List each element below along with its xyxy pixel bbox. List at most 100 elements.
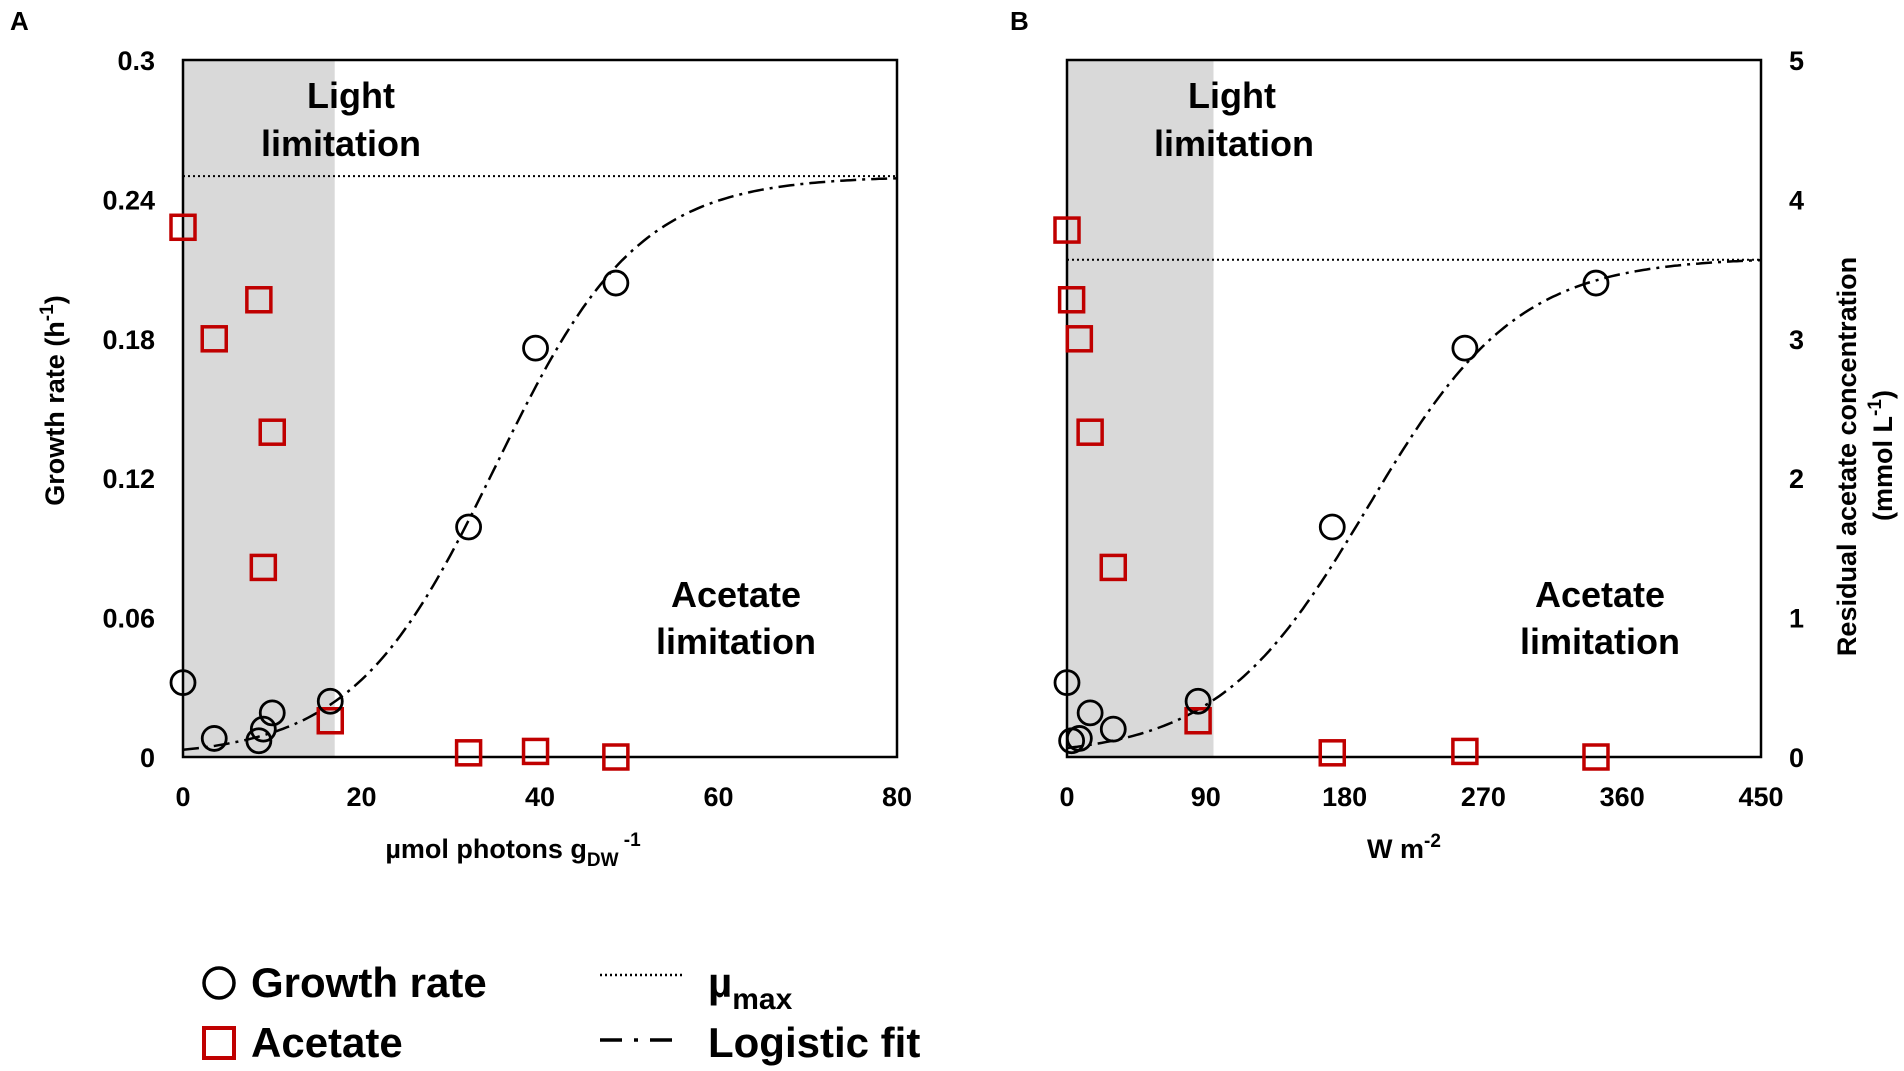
growth-rate-marker xyxy=(455,513,483,541)
y-right-tick-label: 1 xyxy=(1789,604,1804,634)
acetate-marker xyxy=(200,325,228,353)
y-tick-label: 0.18 xyxy=(102,325,155,355)
x-axis-label-sup: -2 xyxy=(1424,831,1441,852)
region-label-light: limitation xyxy=(261,123,421,164)
legend-growth-rate-marker xyxy=(202,966,236,1000)
panel-letter: B xyxy=(1010,6,1029,36)
y-right-axis-label-end: ) xyxy=(1868,390,1898,399)
x-tick-label: 270 xyxy=(1461,782,1506,812)
growth-rate-marker xyxy=(245,727,273,755)
growth-rate-marker xyxy=(316,687,344,715)
y-tick-label: 0.06 xyxy=(102,604,155,634)
y-axis-label-sup: -1 xyxy=(37,304,58,321)
acetate-marker xyxy=(245,286,273,314)
y-right-axis-label-sup: -1 xyxy=(1865,399,1886,416)
growth-rate-marker xyxy=(1184,687,1212,715)
y-right-tick-label: 4 xyxy=(1789,185,1804,215)
acetate-marker xyxy=(1057,286,1086,314)
region-label-acetate: limitation xyxy=(1520,621,1680,662)
light-limitation-shade xyxy=(183,60,335,757)
legend-mu-max-sub: max xyxy=(732,983,792,1016)
x-tick-label: 180 xyxy=(1322,782,1367,812)
region-label-light: Light xyxy=(1188,75,1276,116)
x-tick-label: 80 xyxy=(882,782,912,812)
region-label-acetate: Acetate xyxy=(1535,574,1665,615)
x-axis-label-sup: -1 xyxy=(619,830,642,851)
logistic-fit-curve xyxy=(1066,258,1762,750)
x-tick-label: 40 xyxy=(525,782,555,812)
x-tick-label: 90 xyxy=(1191,782,1221,812)
y-right-tick-label: 3 xyxy=(1789,325,1804,355)
y-tick-label: 0.12 xyxy=(102,464,155,494)
x-tick-label: 0 xyxy=(1059,782,1074,812)
x-tick-label: 0 xyxy=(175,782,190,812)
acetate-marker xyxy=(1053,216,1081,244)
y-right-axis-label-text: (mmol L xyxy=(1868,416,1898,521)
acetate-marker xyxy=(1099,553,1128,582)
legend-growth-rate-label: Growth rate xyxy=(251,959,487,1006)
x-tick-label: 20 xyxy=(346,782,376,812)
legend-mu-max-label: µmax xyxy=(708,959,793,1016)
panel-letter: A xyxy=(10,6,29,36)
x-axis-label: µmol photons gDW -1 xyxy=(385,830,641,871)
x-axis-label: W m-2 xyxy=(1367,831,1441,864)
y-tick-label: 0.3 xyxy=(117,46,155,76)
acetate-marker xyxy=(1318,739,1347,767)
growth-rate-marker xyxy=(258,699,286,727)
legend-acetate-marker xyxy=(202,1026,236,1060)
x-axis-label-text: µmol photons g xyxy=(385,834,587,864)
y-right-tick-label: 5 xyxy=(1789,46,1804,76)
region-label-acetate: limitation xyxy=(656,621,816,662)
y-tick-label: 0 xyxy=(140,743,155,773)
x-tick-label: 60 xyxy=(703,782,733,812)
y-right-tick-label: 2 xyxy=(1789,464,1804,494)
growth-rate-marker xyxy=(522,334,549,362)
plot-frame xyxy=(1065,58,1763,759)
y-right-axis-label: (mmol L-1) xyxy=(1865,390,1898,521)
x-axis-label-text: W m xyxy=(1367,834,1424,864)
acetate-marker xyxy=(169,213,197,242)
acetate-marker xyxy=(602,743,630,771)
region-label-light: Light xyxy=(307,75,395,116)
growth-rate-marker xyxy=(1099,715,1127,743)
y-right-tick-label: 0 xyxy=(1789,743,1804,773)
legend-logistic-label: Logistic fit xyxy=(708,1019,920,1066)
growth-rate-marker xyxy=(1582,269,1610,297)
acetate-marker xyxy=(316,707,345,735)
panel-a: A 0 20 40 60 80 0 0.06 0.12 0.18 0.24 0.3 Light limit… xyxy=(10,6,912,871)
y-axis-label: Growth rate (h-1) xyxy=(37,295,70,505)
acetate-marker xyxy=(1582,743,1610,771)
x-tick-label: 360 xyxy=(1600,782,1645,812)
region-label-acetate: Acetate xyxy=(671,574,801,615)
acetate-marker xyxy=(249,553,278,582)
acetate-marker xyxy=(1065,325,1094,353)
y-right-axis-label: Residual acetate concentration xyxy=(1832,257,1862,656)
y-axis-label-end: ) xyxy=(40,295,70,304)
legend-acetate-label: Acetate xyxy=(251,1019,403,1066)
growth-rate-marker xyxy=(1053,669,1081,697)
y-axis-label-text: Growth rate (h xyxy=(40,321,70,506)
growth-rate-marker xyxy=(249,715,277,743)
growth-rate-marker xyxy=(200,725,228,752)
growth-rate-marker xyxy=(1065,725,1093,752)
panel-b: B0 90 180 270 360 450012345LightlimitationAce… xyxy=(1010,6,1898,864)
plot-frame xyxy=(181,58,899,759)
acetate-marker xyxy=(454,739,483,767)
region-label-light: limitation xyxy=(1154,123,1314,164)
growth-rate-marker xyxy=(1318,513,1346,541)
growth-rate-marker xyxy=(1076,699,1104,727)
y-tick-label: 0.24 xyxy=(102,185,155,215)
acetate-marker xyxy=(1451,737,1479,766)
x-tick-label: 450 xyxy=(1738,782,1783,812)
acetate-marker xyxy=(1076,418,1104,446)
x-axis-label-sub: DW xyxy=(587,850,619,871)
legend-mu-max-text: µ xyxy=(708,959,732,1006)
light-limitation-shade xyxy=(1067,60,1214,757)
acetate-marker xyxy=(258,418,286,446)
growth-rate-marker xyxy=(1451,334,1479,362)
growth-rate-marker xyxy=(602,269,630,297)
growth-rate-marker xyxy=(169,669,197,697)
acetate-marker xyxy=(1184,707,1212,735)
